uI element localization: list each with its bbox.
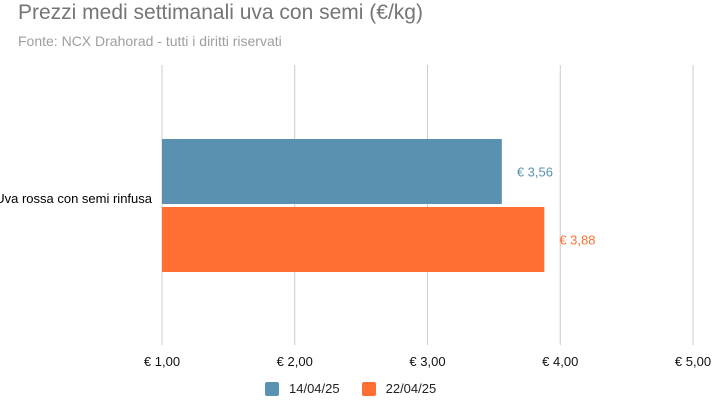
legend-item-2[interactable]: 22/04/25 [361, 381, 437, 396]
legend-label-1: 14/04/25 [289, 381, 340, 396]
bar [162, 139, 502, 204]
x-tick-label: € 5,00 [675, 354, 711, 369]
category-label: Uva rossa con semi rinfusa [0, 191, 152, 206]
legend-item-1[interactable]: 14/04/25 [265, 381, 340, 396]
x-tick-label: € 2,00 [277, 354, 313, 369]
x-tick-label: € 3,00 [409, 354, 445, 369]
legend: 14/04/25 22/04/25 [265, 381, 458, 396]
chart-subtitle: Fonte: NCX Drahorad - tutti i diritti ri… [18, 33, 282, 49]
legend-swatch-2 [361, 381, 376, 396]
bar [162, 207, 545, 272]
x-tick-label: € 1,00 [144, 354, 180, 369]
x-tick-label: € 4,00 [542, 354, 578, 369]
legend-label-2: 22/04/25 [385, 381, 437, 396]
data-label: € 3,56 [517, 165, 553, 180]
chart-title: Prezzi medi settimanali uva con semi (€/… [18, 1, 423, 24]
data-label: € 3,88 [559, 233, 595, 248]
legend-swatch-1 [265, 381, 279, 396]
